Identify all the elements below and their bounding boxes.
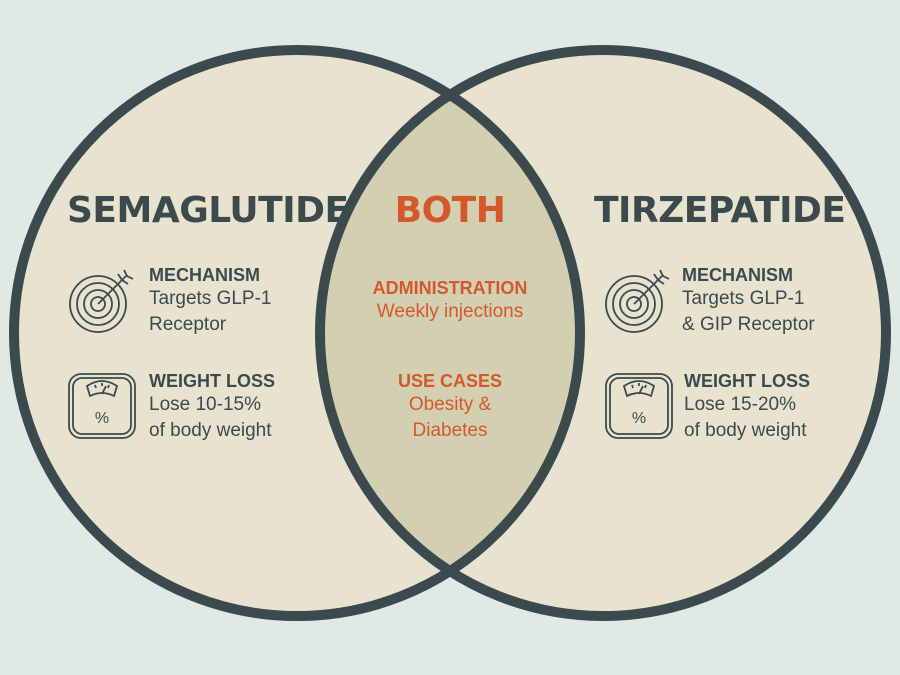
right-weight-loss-line2: of body weight xyxy=(684,420,807,441)
left-weight-loss-line1: Lose 10-15% xyxy=(149,394,261,415)
left-circle-outline xyxy=(9,45,585,621)
left-weight-loss-line2: of body weight xyxy=(149,420,272,441)
scale-percent-symbol: % xyxy=(632,410,646,427)
center-administration-label: ADMINISTRATION xyxy=(372,278,528,298)
right-title: TIRZEPATIDE xyxy=(594,190,846,231)
right-weight-loss-line1: Lose 15-20% xyxy=(684,394,796,415)
center-use-cases-line2: Diabetes xyxy=(412,420,488,441)
overlap-region xyxy=(320,50,580,616)
right-circle-outline xyxy=(315,45,891,621)
left-mechanism-line1: Targets GLP-1 xyxy=(149,288,272,309)
scale-percent-symbol: % xyxy=(95,410,109,427)
center-administration-line1: Weekly injections xyxy=(376,301,524,322)
right-mechanism-label: MECHANISM xyxy=(682,265,793,285)
center-use-cases-line1: Obesity & xyxy=(408,394,492,415)
center-title: BOTH xyxy=(394,190,506,231)
right-mechanism-line2: & GIP Receptor xyxy=(682,314,815,335)
right-weight-loss-label: WEIGHT LOSS xyxy=(684,371,810,391)
target-arrow-icon xyxy=(69,269,134,333)
left-weight-loss-label: WEIGHT LOSS xyxy=(149,371,275,391)
left-title: SEMAGLUTIDE xyxy=(67,190,349,231)
left-mechanism-label: MECHANISM xyxy=(149,265,260,285)
target-arrow-icon xyxy=(605,269,670,333)
left-mechanism-line2: Receptor xyxy=(149,314,227,335)
scale-icon: % xyxy=(68,373,136,439)
right-mechanism-line1: Targets GLP-1 xyxy=(682,288,805,309)
scale-icon: % xyxy=(605,373,673,439)
center-use-cases-label: USE CASES xyxy=(397,371,503,391)
